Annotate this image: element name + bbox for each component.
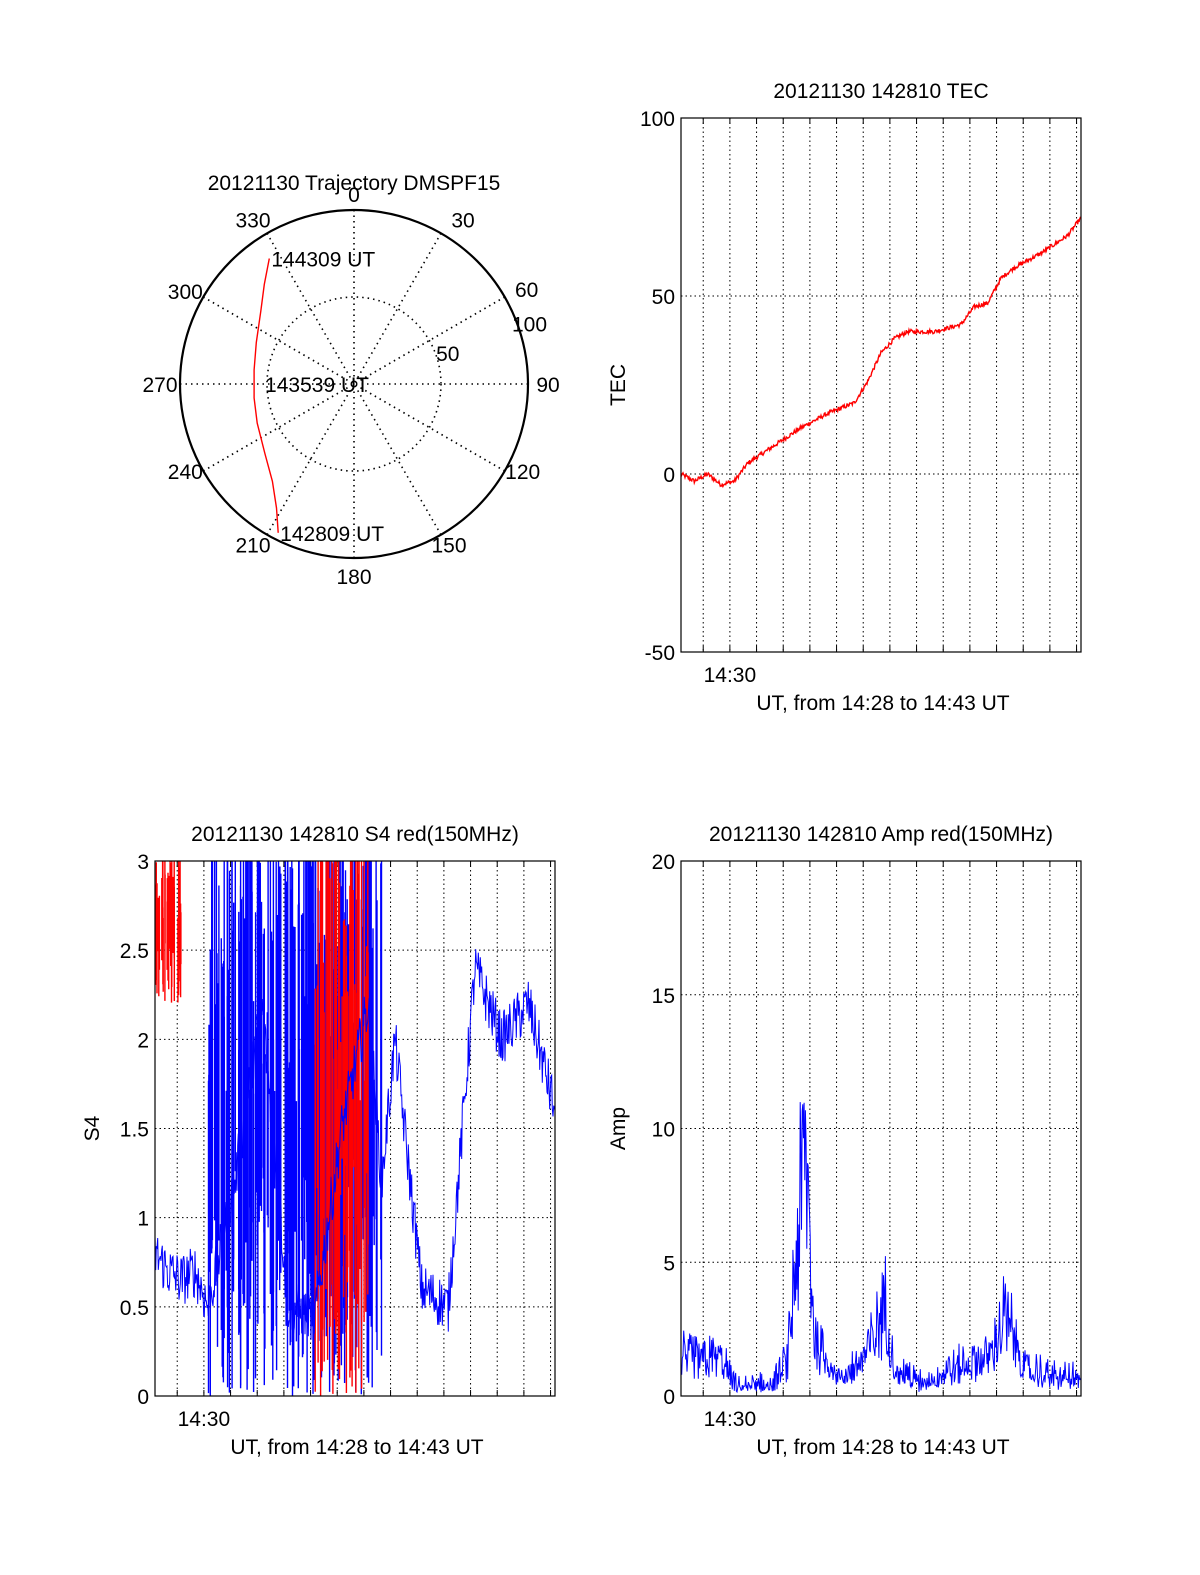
radial-tick-label: 100 xyxy=(512,313,547,336)
angle-tick-label: 120 xyxy=(505,461,540,484)
x-axis-label: UT, from 14:28 to 14:43 UT xyxy=(756,1436,1009,1459)
plot-frame xyxy=(680,860,1082,1397)
y-axis-label: TEC xyxy=(607,364,630,406)
y-tick-label: 1 xyxy=(137,1208,149,1231)
plot-frame xyxy=(154,860,556,1397)
angle-tick-label: 180 xyxy=(336,566,371,589)
time-annotation: 143539 UT xyxy=(265,374,369,397)
plot-frame xyxy=(680,117,1082,653)
chart-title: 20121130 142810 S4 red(150MHz) xyxy=(191,823,519,846)
x-tick-label: 14:30 xyxy=(178,1408,231,1431)
x-axis-label: UT, from 14:28 to 14:43 UT xyxy=(230,1436,483,1459)
x-axis-label: UT, from 14:28 to 14:43 UT xyxy=(756,692,1009,715)
time-annotation: 144309 UT xyxy=(271,249,375,272)
angle-tick-label: 240 xyxy=(168,461,203,484)
series-line xyxy=(681,1102,1081,1394)
angle-tick-label: 270 xyxy=(142,374,177,397)
angle-tick-label: 30 xyxy=(451,209,474,232)
y-tick-label: 0 xyxy=(663,1386,675,1409)
plot-area xyxy=(681,1102,1081,1394)
y-tick-label: 0 xyxy=(137,1386,149,1409)
angle-tick-label: 300 xyxy=(168,281,203,304)
polar-grid xyxy=(178,208,530,560)
radial-tick-labels: 50 100 xyxy=(436,313,547,366)
y-tick-label: 1.5 xyxy=(120,1119,149,1142)
amp-chart: 20121130 142810 Amp red(150MHz) 0 5 10 15 20 1… xyxy=(607,823,1082,1459)
angle-tick-label: 60 xyxy=(515,279,538,302)
y-tick-label: 2 xyxy=(137,1029,149,1052)
angle-tick-label: 0 xyxy=(348,184,360,207)
data-band xyxy=(155,861,182,1003)
x-tick-label: 14:30 xyxy=(704,664,757,687)
time-annotations: 144309 UT 143539 UT 142809 UT xyxy=(265,249,384,546)
angle-tick-label: 210 xyxy=(235,535,270,558)
polar-ring xyxy=(266,296,442,472)
s4-chart: 20121130 142810 S4 red(150MHz) 0 0.5 1 1.5 2 2… xyxy=(81,823,556,1459)
series-line xyxy=(681,216,1081,489)
chart-title: 20121130 Trajectory DMSPF15 xyxy=(208,172,501,195)
trajectory-series xyxy=(253,258,279,533)
y-tick-label: 3 xyxy=(137,851,149,874)
chart-title: 20121130 142810 Amp red(150MHz) xyxy=(709,823,1053,846)
time-annotation: 142809 UT xyxy=(280,523,384,546)
y-tick-label: 100 xyxy=(640,108,675,131)
plot-area xyxy=(681,216,1081,489)
data-band xyxy=(314,861,369,1396)
y-tick-label: 10 xyxy=(652,1119,675,1142)
y-tick-label: 50 xyxy=(652,286,675,309)
y-tick-label: 5 xyxy=(663,1252,675,1275)
y-axis-label: S4 xyxy=(81,1115,104,1141)
angle-tick-label: 150 xyxy=(431,535,466,558)
angle-tick-label: 90 xyxy=(536,374,559,397)
radial-tick-label: 50 xyxy=(436,343,459,366)
y-tick-label: 15 xyxy=(652,985,675,1008)
tec-chart: 20121130 142810 TEC -50 0 50 100 14:30 UT, fro… xyxy=(607,80,1082,715)
y-axis-label: Amp xyxy=(607,1107,630,1150)
x-tick-label: 14:30 xyxy=(704,1408,757,1431)
trajectory-polar-chart: 20121130 Trajectory DMSPF15 0 30 60 90 120 15… xyxy=(142,172,559,589)
series-line xyxy=(155,949,555,1340)
trajectory-line xyxy=(253,258,279,533)
y-tick-label: 2.5 xyxy=(120,940,149,963)
angle-tick-labels: 0 30 60 90 120 150 180 210 240 270 300 330 xyxy=(142,184,559,589)
y-tick-label: -50 xyxy=(645,642,675,665)
y-tick-label: 0.5 xyxy=(120,1297,149,1320)
plot-area xyxy=(155,861,555,1396)
angle-tick-label: 330 xyxy=(235,209,270,232)
chart-title: 20121130 142810 TEC xyxy=(773,80,988,103)
y-tick-label: 20 xyxy=(652,851,675,874)
y-tick-label: 0 xyxy=(663,464,675,487)
